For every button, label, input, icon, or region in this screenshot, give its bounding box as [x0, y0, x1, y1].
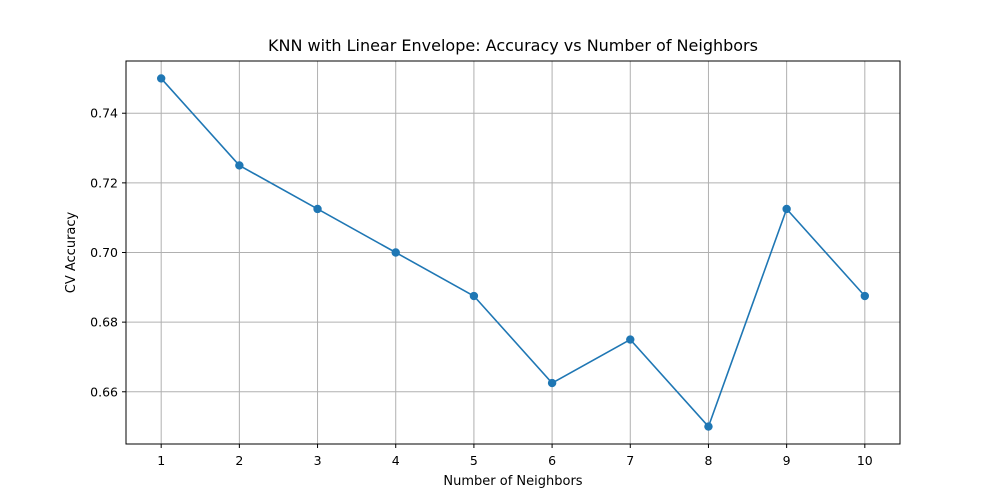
x-tick-label: 6: [548, 453, 556, 468]
data-point: [704, 422, 713, 431]
grid-lines: [126, 61, 900, 444]
x-tick-label: 1: [157, 453, 165, 468]
data-point: [782, 204, 791, 214]
x-tick-label: 5: [470, 453, 478, 468]
y-tick-label: 0.68: [90, 315, 118, 330]
y-tick-label: 0.70: [90, 245, 118, 260]
x-tick-label: 10: [857, 453, 873, 468]
series-line: [160, 77, 866, 428]
y-tick-label: 0.72: [90, 175, 118, 190]
data-point: [860, 291, 870, 301]
y-tick-label: 0.66: [90, 384, 118, 399]
axis-ticks: 1 2 3 4 5 6 7 8 9 10 0.66 0.68 0.70 0.72 0.74: [90, 106, 873, 468]
series-layer: [156, 74, 870, 431]
x-tick-label: 7: [626, 453, 634, 468]
x-tick-label: 8: [704, 453, 712, 468]
data-point: [626, 335, 635, 344]
chart-title: KNN with Linear Envelope: Accuracy vs Nu…: [268, 36, 758, 55]
data-point: [547, 378, 557, 388]
y-tick-label: 0.74: [90, 106, 118, 121]
data-point: [156, 74, 166, 83]
x-tick-label: 9: [783, 453, 791, 468]
x-tick-label: 2: [235, 453, 243, 468]
x-tick-label: 3: [314, 453, 322, 468]
x-tick-label: 4: [392, 453, 400, 468]
x-axis-label: Number of Neighbors: [443, 474, 582, 489]
data-point: [469, 291, 479, 301]
y-axis-label: CV Accuracy: [64, 211, 79, 293]
data-point: [235, 161, 244, 170]
data-point: [391, 248, 400, 257]
data-point: [313, 204, 322, 214]
